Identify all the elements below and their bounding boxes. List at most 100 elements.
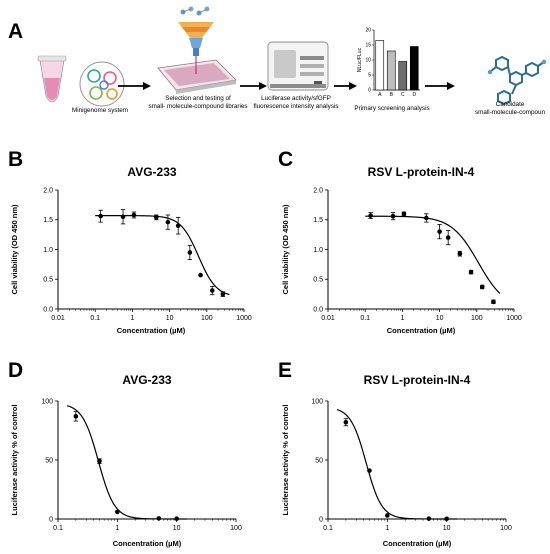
- chart-b-avg233-viability: AVG-233 Concentration (µM) Cell viability …: [10, 165, 252, 335]
- x-tick-label: 100: [230, 525, 242, 532]
- y-axis-label: Luciferase activity % of control: [281, 405, 290, 516]
- workflow-step-2-label: small- molecule-compound libraries: [148, 103, 247, 110]
- mini-y-axis-label: NLuc/FLuc: [357, 47, 363, 72]
- funnel-plate-icon: [157, 6, 237, 94]
- x-tick-label: 0.1: [53, 525, 63, 532]
- mini-x-tick-label: A: [378, 92, 382, 98]
- data-point: [367, 468, 372, 473]
- chart-title: AVG-233: [127, 165, 176, 179]
- tube-and-plasmid-icon: [37, 55, 125, 107]
- mini-y-tick-label: 5: [368, 73, 371, 79]
- mini-y-tick-label: 10: [365, 58, 371, 64]
- panel-label-b: B: [8, 148, 23, 171]
- data-point: [120, 214, 126, 220]
- x-tick-label: 10: [436, 315, 444, 322]
- x-tick-label: 0.01: [51, 315, 65, 322]
- data-point: [115, 509, 120, 515]
- data-point: [479, 284, 485, 290]
- y-tick-label: 0: [49, 516, 53, 523]
- mini-bar: [409, 46, 419, 91]
- y-tick-label: 50: [45, 457, 53, 464]
- data-point: [175, 223, 181, 228]
- x-tick-label: 1: [385, 525, 389, 532]
- data-point: [97, 458, 102, 464]
- data-point: [165, 219, 171, 225]
- y-tick-label: 100: [41, 398, 53, 405]
- data-point: [426, 516, 432, 521]
- mini-bar-chart: 0 5 10 15 20 NLuc/FLuc A B C D: [357, 28, 420, 98]
- data-point: [174, 516, 179, 521]
- data-point: [131, 212, 137, 218]
- data-point: [73, 414, 79, 419]
- y-tick-label: 1.0: [43, 247, 53, 254]
- mini-x-tick-label: C: [401, 92, 405, 98]
- data-point: [401, 211, 407, 217]
- data-point: [445, 235, 451, 240]
- workflow-step-3-label: Luciferase activity/sfGFP: [261, 95, 331, 102]
- chart-title: RSV L-protein-IN-4: [364, 373, 471, 387]
- plate-reader-icon: [267, 41, 329, 91]
- x-tick-label: 1: [115, 525, 119, 532]
- chart-d-avg233-luciferase: AVG-233 Concentration (µM) Luciferase acti…: [10, 373, 242, 548]
- x-tick-label: 1000: [236, 315, 252, 322]
- fit-curve: [365, 215, 501, 294]
- fit-curve: [336, 409, 458, 520]
- fit-curve: [67, 405, 188, 520]
- y-tick-label: 0.0: [43, 306, 53, 313]
- data-point: [220, 291, 226, 297]
- y-axis-label: Luciferase activity % of control: [10, 405, 19, 516]
- data-point: [154, 215, 159, 220]
- y-tick-label: 0.5: [313, 277, 323, 284]
- data-point: [156, 516, 162, 521]
- workflow-step-4-label: Primary screening analysis: [354, 105, 429, 112]
- y-tick-label: 50: [315, 457, 323, 464]
- y-axis-label: Cell viability (OD 450 nm): [10, 204, 19, 295]
- workflow-step-5-label: small-molecule-compoun: [475, 109, 545, 116]
- workflow-step-3-label: fluorescence intensity analysis: [253, 103, 338, 110]
- mini-y-tick-label: 20: [365, 28, 371, 34]
- x-tick-label: 1: [400, 315, 404, 322]
- x-tick-label: 100: [201, 315, 213, 322]
- y-tick-label: 1.0: [313, 247, 323, 254]
- workflow-step-1-label: Minigenome system: [72, 107, 128, 114]
- x-tick-label: 0.1: [360, 315, 370, 322]
- y-axis-label: Cell viability (OD 450 nm): [281, 204, 290, 295]
- data-point: [437, 229, 442, 234]
- mini-x-tick-label: B: [390, 92, 394, 98]
- workflow-step-5-label: Candidate: [496, 101, 525, 108]
- data-point: [198, 272, 203, 278]
- data-point: [444, 516, 449, 522]
- right-arrow-icon: [118, 82, 151, 90]
- panel-label-c: C: [278, 148, 293, 171]
- right-arrow-icon: [240, 82, 267, 90]
- data-point: [343, 419, 349, 425]
- chart-title: AVG-233: [122, 373, 171, 387]
- molecule-icon: [487, 55, 547, 106]
- chart-e-rsv-luciferase: RSV L-protein-IN-4 Concentration (µM) Luci…: [281, 373, 512, 548]
- data-point: [390, 213, 396, 219]
- y-tick-label: 1.5: [313, 217, 323, 224]
- y-tick-label: 1.5: [43, 217, 53, 224]
- x-tick-label: 0.1: [90, 315, 100, 322]
- workflow-arrows: [118, 82, 455, 90]
- data-point: [468, 269, 474, 275]
- data-point: [187, 250, 193, 255]
- x-axis-label: Concentration (µM): [113, 539, 182, 548]
- y-tick-label: 100: [311, 398, 323, 405]
- data-point: [424, 215, 429, 221]
- workflow-step-labels: Minigenome system Selection and testing o…: [72, 95, 545, 116]
- x-tick-label: 1000: [506, 315, 522, 322]
- panel-label-d: D: [8, 359, 23, 382]
- y-tick-label: 0: [319, 516, 323, 523]
- y-tick-label: 2.0: [313, 187, 323, 194]
- x-tick-label: 1: [130, 315, 134, 322]
- data-point: [368, 213, 373, 218]
- mini-bar: [398, 61, 408, 91]
- y-tick-label: 2.0: [43, 187, 53, 194]
- mini-bar: [386, 50, 396, 91]
- y-tick-label: 0.5: [43, 277, 53, 284]
- mini-y-tick-label: 15: [365, 43, 371, 49]
- x-tick-label: 0.1: [323, 525, 333, 532]
- data-point: [209, 288, 215, 293]
